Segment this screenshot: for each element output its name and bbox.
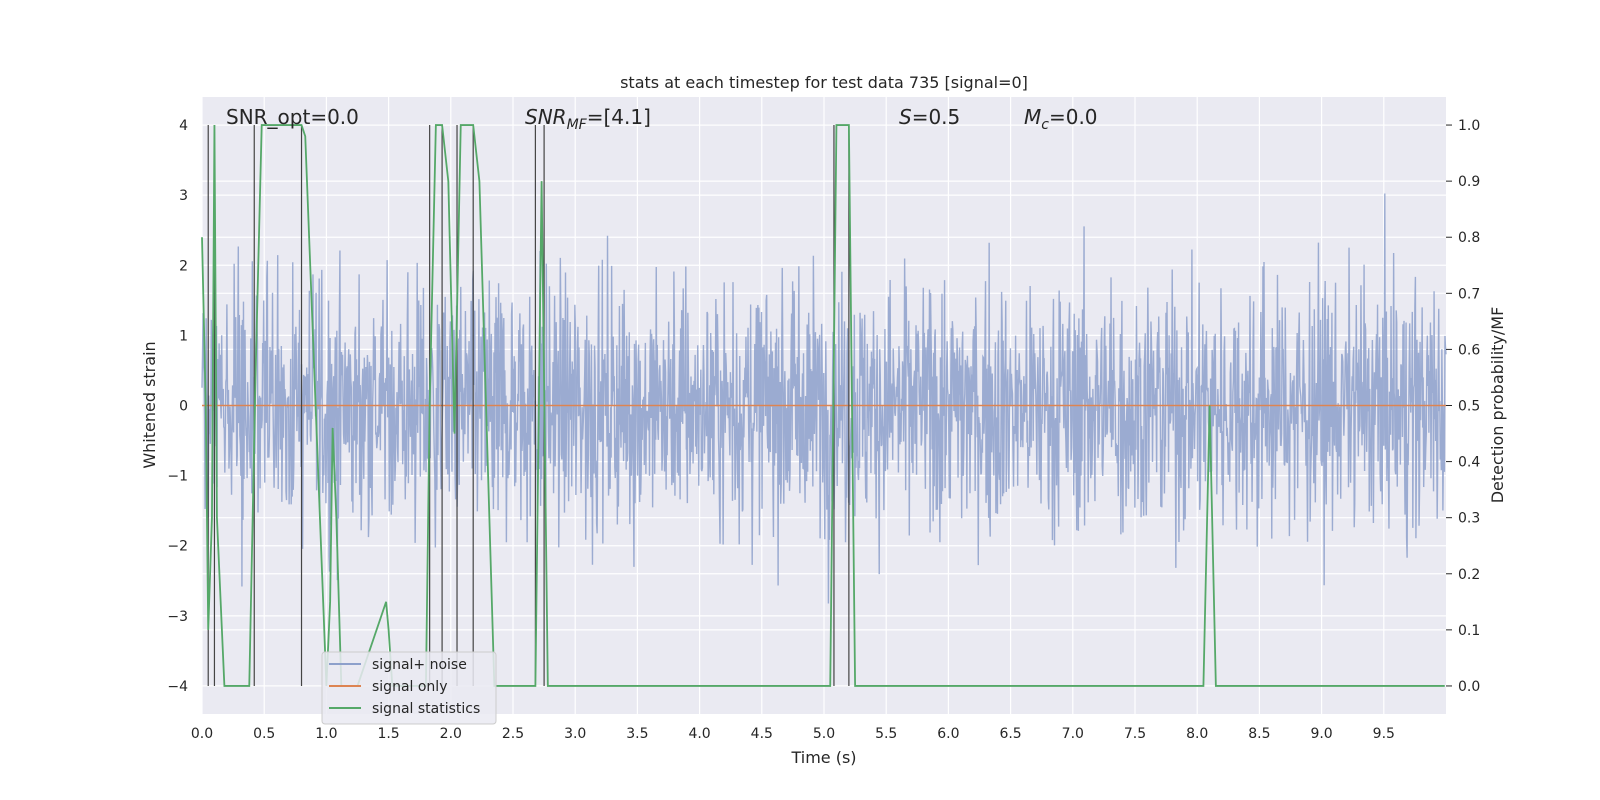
legend-label-signal-only: signal only [372, 679, 447, 695]
y-right-axis-label: Detection probability/MF [1488, 307, 1507, 504]
x-tick-label: 8.5 [1248, 726, 1270, 742]
y-left-tick-label: 1 [179, 328, 188, 344]
legend: signal+ noise signal only signal statist… [321, 651, 497, 725]
legend-label-statistics: signal statistics [372, 701, 480, 717]
x-tick-label: 0.5 [253, 726, 275, 742]
y-right-tick-label: 0.3 [1458, 511, 1480, 527]
x-tick-label: 5.0 [813, 726, 835, 742]
statistics-series [201, 124, 1445, 687]
y-right-tick-label: 0.7 [1458, 286, 1480, 302]
x-tick-label: 6.5 [999, 726, 1021, 742]
x-tick-label: 7.0 [1062, 726, 1084, 742]
y-left-tick-label: 2 [179, 258, 188, 274]
s-annotation: S=0.5 [899, 105, 960, 129]
x-tick-label: 3.5 [626, 726, 648, 742]
x-tick-label: 9.0 [1310, 726, 1332, 742]
x-tick-label: 7.5 [1124, 726, 1146, 742]
x-tick-label: 3.0 [564, 726, 586, 742]
y-right-tick-label: 0.6 [1458, 342, 1480, 358]
noise-line [201, 193, 1447, 604]
y-left-axis-label: Whitened strain [140, 341, 159, 468]
y-left-tick-label: −4 [167, 679, 188, 695]
y-right-tick-label: 0.8 [1458, 230, 1480, 246]
y-left-axis-ticks: 4 3 2 1 0 −1 −2 −3 −4 [167, 118, 188, 695]
y-right-tick-label: 0.1 [1458, 623, 1480, 639]
x-axis-label: Time (s) [790, 748, 856, 767]
snr-mf-annotation: SNRMF=[4.1] [525, 105, 651, 133]
y-left-tick-label: 4 [179, 118, 188, 134]
x-tick-label: 2.0 [440, 726, 462, 742]
chart-title: stats at each timestep for test data 735… [620, 73, 1028, 92]
legend-box [321, 651, 497, 725]
x-tick-label: 4.0 [688, 726, 710, 742]
y-left-tick-label: −2 [167, 539, 188, 555]
y-right-tick-label: 0.5 [1458, 399, 1480, 415]
x-axis-ticks: 0.0 0.5 1.0 1.5 2.0 2.5 3.0 3.5 4.0 4.5 5.0 5.5 6.0 6… [191, 726, 1395, 742]
y-left-tick-label: 3 [179, 188, 188, 204]
snr-opt-annotation: SNR_opt=0.0 [226, 105, 359, 129]
x-tick-label: 0.0 [191, 726, 213, 742]
y-right-tick-label: 0.9 [1458, 174, 1480, 190]
y-right-axis-ticks: 1.0 0.9 0.8 0.7 0.6 0.5 0.4 0.3 0.2 0.1 0.0 [1446, 118, 1480, 695]
statistics-line [201, 124, 1445, 687]
y-left-tick-label: 0 [179, 399, 188, 415]
y-right-tick-label: 0.4 [1458, 455, 1480, 471]
x-tick-label: 6.0 [937, 726, 959, 742]
x-tick-label: 1.5 [377, 726, 399, 742]
y-right-tick-label: 0.2 [1458, 567, 1480, 583]
x-tick-label: 9.5 [1373, 726, 1395, 742]
mc-annotation: Mc=0.0 [1024, 105, 1098, 133]
x-tick-label: 2.5 [502, 726, 524, 742]
x-tick-label: 1.0 [315, 726, 337, 742]
x-tick-label: 4.5 [751, 726, 773, 742]
noise-series [201, 193, 1447, 604]
y-right-tick-label: 0.0 [1458, 679, 1480, 695]
y-left-tick-label: −1 [167, 469, 188, 485]
x-tick-label: 8.0 [1186, 726, 1208, 742]
y-left-tick-label: −3 [167, 609, 188, 625]
legend-label-noise: signal+ noise [372, 657, 467, 673]
x-tick-label: 5.5 [875, 726, 897, 742]
y-right-tick-label: 1.0 [1458, 118, 1480, 134]
